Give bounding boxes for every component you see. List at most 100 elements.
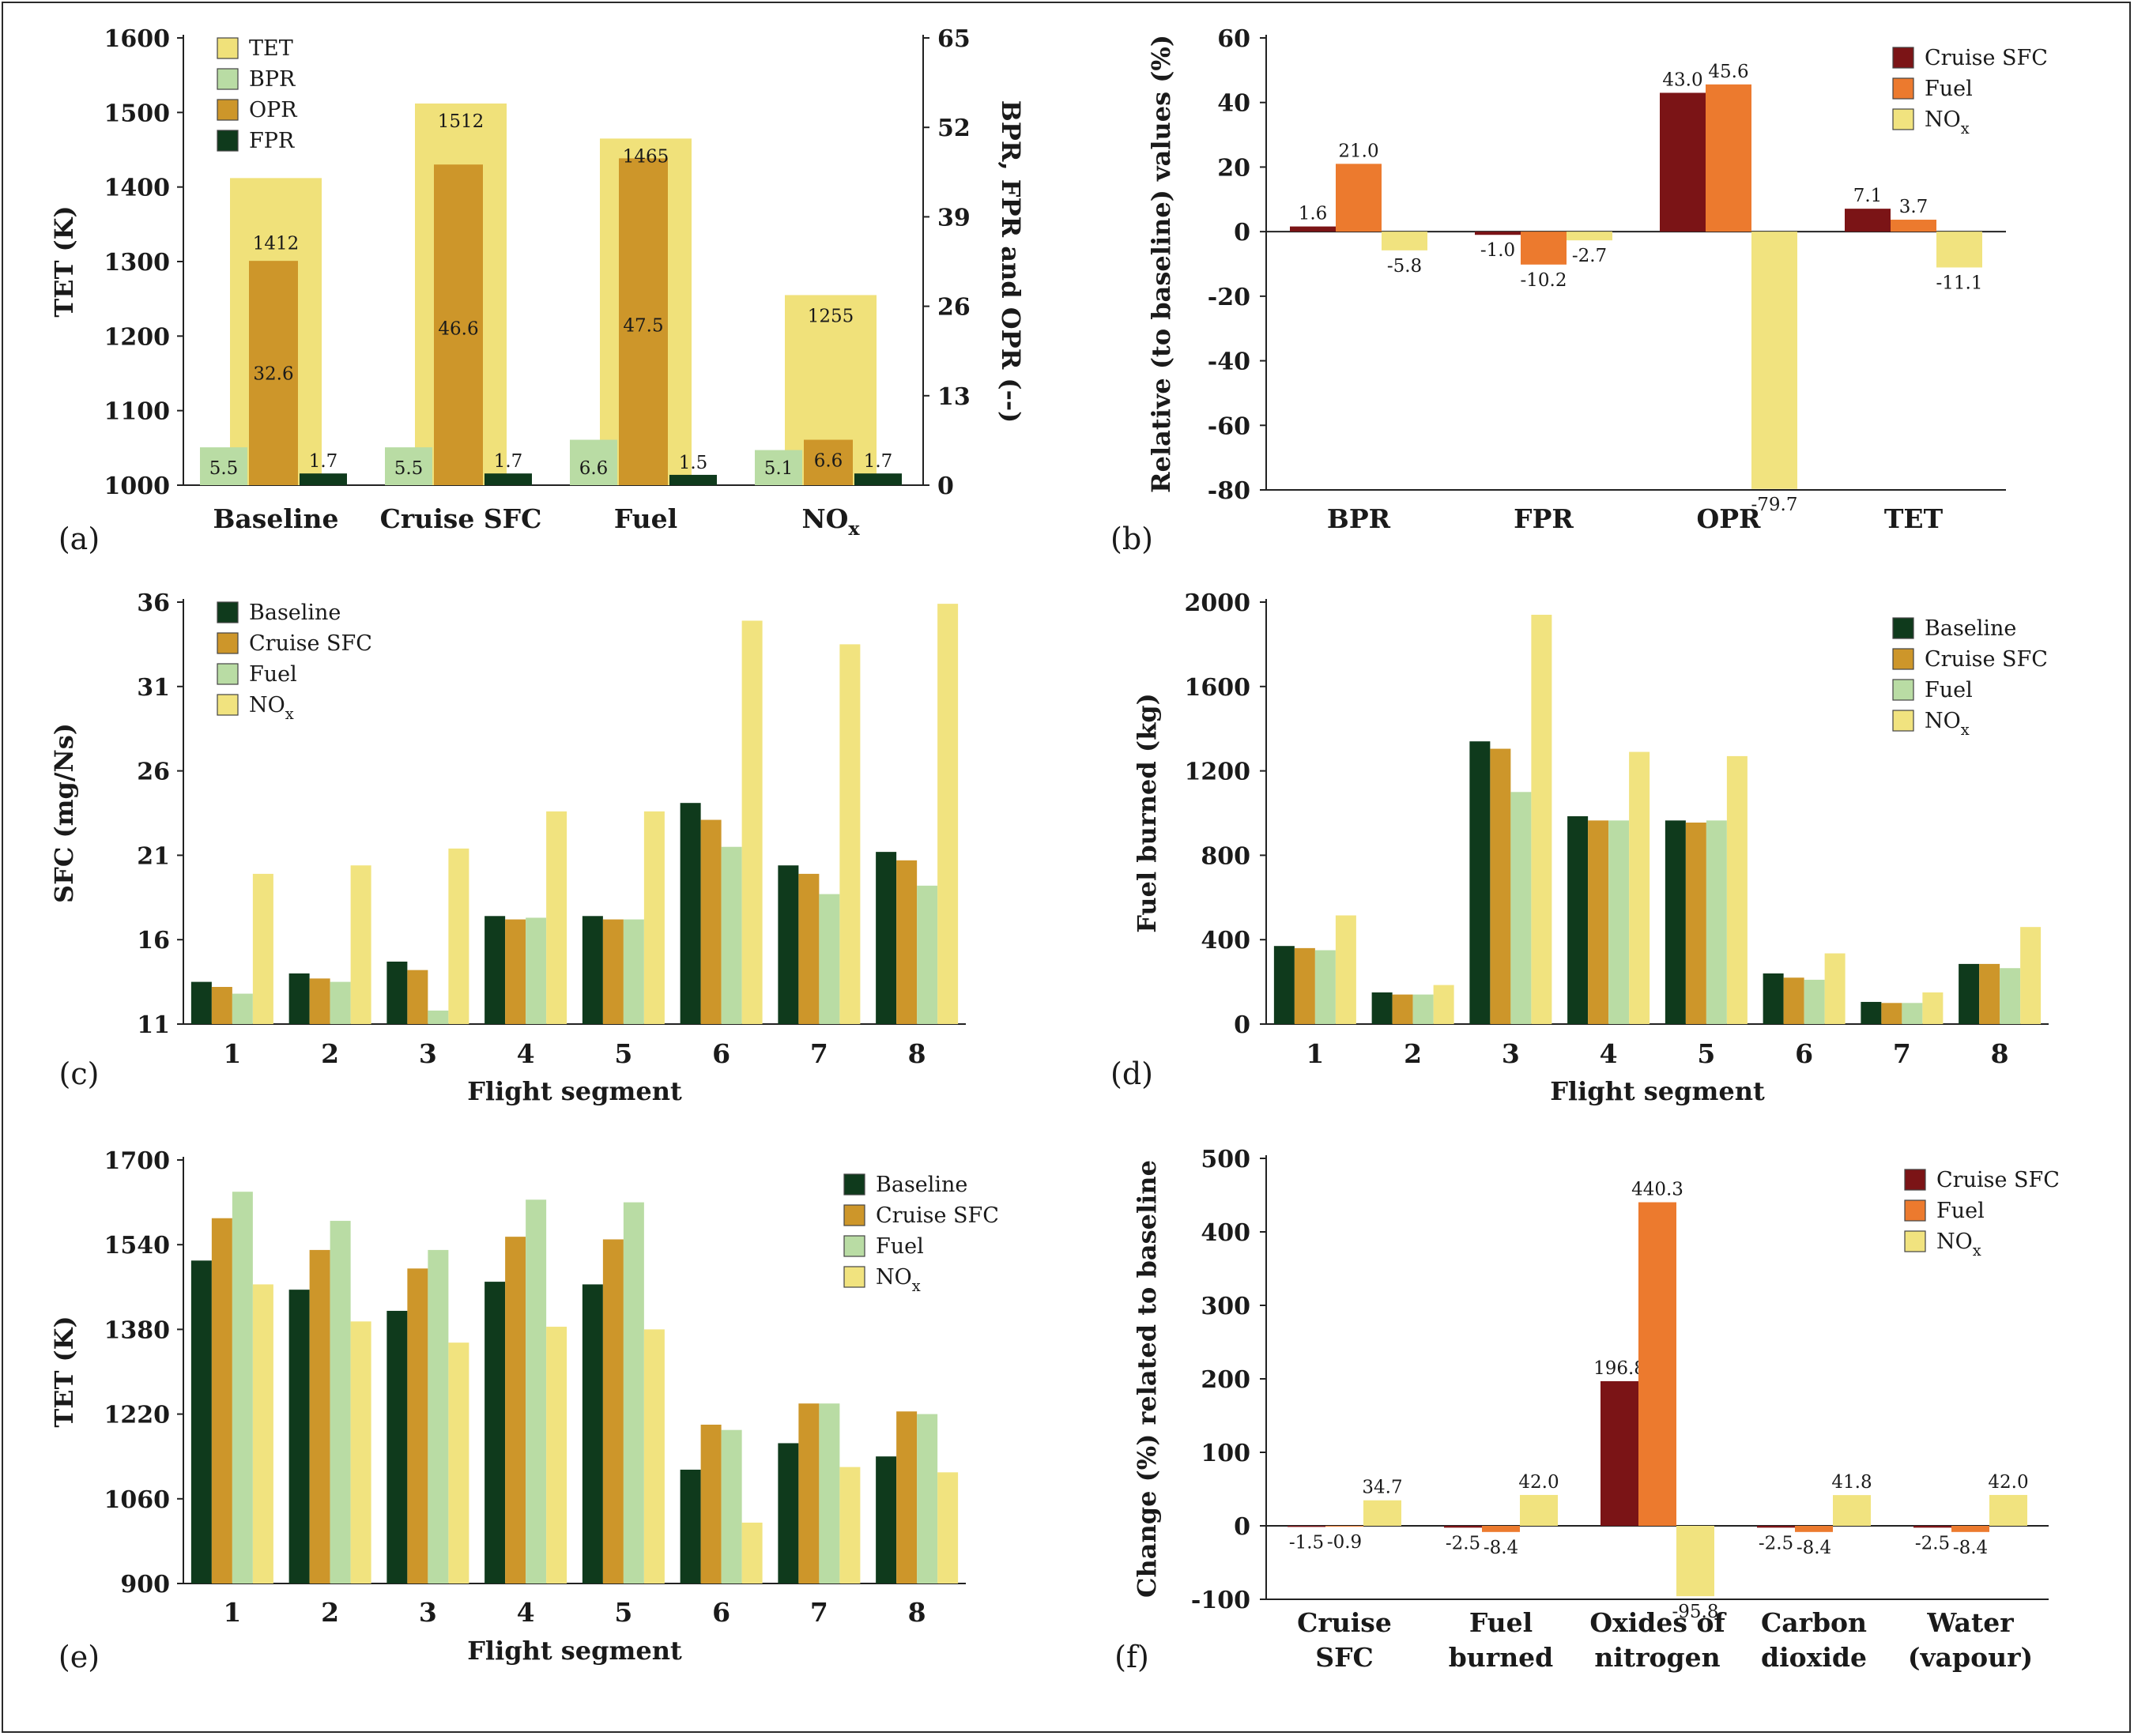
y-tick-label: 400: [1201, 927, 1250, 955]
legend-swatch: [1904, 1199, 1926, 1222]
legend-swatch: [843, 1266, 865, 1288]
bar-baseline: [876, 1456, 897, 1583]
legend-swatch: [217, 663, 239, 685]
y2-axis-title: BPR, FPR and OPR (--): [996, 100, 1026, 424]
y-axis-title: Change (%) related to baseline: [1132, 1160, 1162, 1598]
y-tick-label: 1200: [1185, 759, 1251, 786]
bar-fuel: [428, 1010, 449, 1024]
data-label: 7.1: [1853, 186, 1883, 206]
bar-cruise-sfc: [211, 1218, 232, 1583]
bar-baseline: [778, 865, 799, 1024]
y-tick-label: 1600: [1185, 674, 1251, 702]
category-label: NOx: [801, 503, 860, 540]
category-label: 6: [712, 1597, 730, 1628]
bar-fuel: [1951, 1526, 1989, 1532]
y-tick-label: 800: [1201, 842, 1250, 870]
y-tick-label: 1300: [104, 249, 171, 277]
y-tick-label: 1540: [104, 1232, 171, 1260]
category-label: 7: [810, 1038, 828, 1069]
data-label: -2.7: [1572, 246, 1607, 266]
y-tick-label: 500: [1201, 1146, 1250, 1173]
category-label-line2: dioxide: [1761, 1642, 1867, 1673]
category-label: BPR: [1327, 503, 1391, 534]
legend-label: Baseline: [1925, 616, 2016, 641]
category-label: 1: [1306, 1038, 1324, 1069]
bar-cruise-sfc: [309, 978, 330, 1024]
bar-nox: [2020, 927, 2042, 1024]
bar-nox: [741, 620, 763, 1024]
bar-baseline: [1763, 973, 1784, 1024]
legend-label: TET: [249, 36, 293, 61]
bar-baseline: [1567, 816, 1589, 1024]
bar-fuel: [1638, 1202, 1676, 1526]
legend-swatch: [1892, 617, 1914, 639]
y-tick-label: -100: [1191, 1587, 1250, 1614]
bar-cruise-sfc: [1881, 1003, 1902, 1024]
bar-nox: [1989, 1494, 2027, 1526]
panel-label: (e): [58, 1640, 100, 1674]
bar-fuel: [1608, 820, 1630, 1024]
y-tick-label: 1100: [104, 398, 171, 426]
bar-cruise-sfc: [798, 873, 820, 1024]
legend-a: TET BPR OPR FPR: [217, 36, 297, 153]
legend-label: NOx: [249, 693, 294, 723]
legend-label: Fuel: [249, 662, 297, 687]
y-axis-title: SFC (mg/Ns): [49, 723, 79, 903]
legend-swatch: [217, 68, 239, 90]
data-label: 440.3: [1631, 1180, 1683, 1200]
data-label: -8.4: [1797, 1538, 1831, 1558]
bar-cruise-sfc: [1490, 748, 1511, 1024]
category-label: 5: [1697, 1038, 1715, 1069]
bar-bpr: [570, 439, 617, 485]
bar-baseline: [1273, 946, 1295, 1024]
data-label: -10.2: [1521, 270, 1567, 291]
x-axis-title: Flight segment: [1550, 1076, 1765, 1106]
bar-fuel: [819, 894, 840, 1024]
bar-fuel: [917, 1414, 938, 1583]
category-label: 2: [1404, 1038, 1422, 1069]
y2-tick-label: 13: [937, 383, 971, 411]
legend-swatch: [1904, 1169, 1926, 1191]
data-label: -95.8: [1672, 1602, 1719, 1622]
bar-cruise-sfc: [1588, 820, 1609, 1024]
bar-nox: [350, 865, 371, 1024]
y-tick-label: 1500: [104, 100, 171, 127]
category-label-line1: Carbon: [1761, 1607, 1867, 1638]
legend-swatch: [217, 130, 239, 152]
bar-nox: [252, 1284, 273, 1583]
bar-fuel: [1891, 220, 1936, 232]
bar-cruise-sfc: [1783, 977, 1804, 1024]
bar-cruise-sfc: [211, 987, 232, 1024]
bar-nox: [1567, 232, 1612, 241]
data-label-opr: 47.5: [623, 316, 663, 337]
bar-nox: [1629, 751, 1650, 1024]
legend-swatch: [1892, 108, 1914, 130]
y-tick-label: 60: [1217, 25, 1250, 53]
y-tick-label: 100: [1201, 1440, 1250, 1467]
category-label: 5: [614, 1597, 632, 1628]
bar-baseline: [1959, 963, 1980, 1024]
category-label: Cruise SFC: [380, 503, 542, 534]
legend-swatch: [1892, 710, 1914, 732]
legend-c: Baseline Cruise SFC Fuel NOx: [217, 601, 372, 723]
category-label-line1: Cruise: [1297, 1607, 1392, 1638]
bar-fuel: [330, 981, 351, 1024]
bar-cruise-sfc: [309, 1249, 330, 1583]
bar-baseline: [484, 916, 506, 1024]
legend-label: Fuel: [1925, 77, 1973, 101]
y-tick-label: 26: [137, 759, 170, 786]
bar-opr: [434, 164, 483, 485]
data-label-bpr: 5.1: [764, 458, 794, 479]
legend-swatch: [843, 1204, 865, 1226]
legend-swatch: [843, 1235, 865, 1257]
category-label: 1: [223, 1038, 241, 1069]
bar-fuel: [917, 885, 938, 1024]
bar-fuel: [1482, 1526, 1520, 1532]
bar-nox: [1833, 1495, 1871, 1526]
category-label: FPR: [1514, 503, 1574, 534]
y-tick-label: 31: [137, 674, 170, 702]
category-label: 4: [1600, 1038, 1618, 1069]
bar-baseline: [288, 973, 310, 1024]
